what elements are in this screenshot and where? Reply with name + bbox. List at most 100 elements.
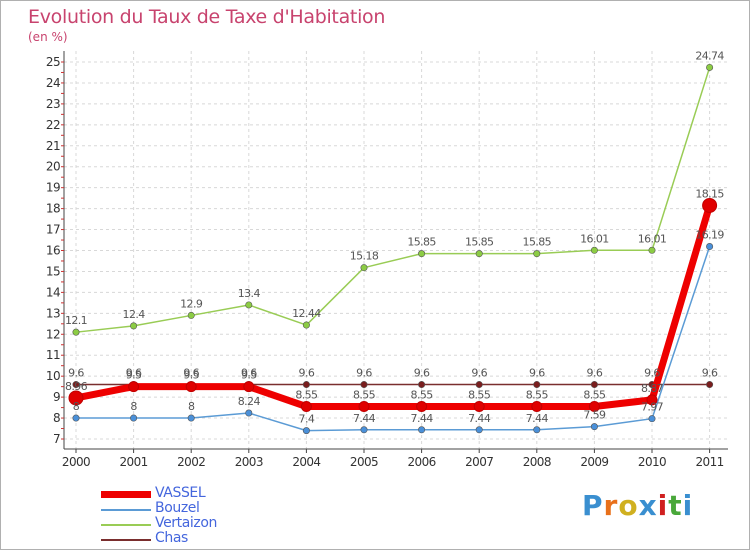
data-point-chas: [302, 381, 310, 389]
y-tick-label: 7: [53, 432, 60, 446]
data-point-vertaizon: [245, 301, 253, 309]
data-point-bouzel: [130, 414, 138, 422]
legend-label: Chas: [155, 530, 188, 546]
y-tick-label: 23: [46, 97, 60, 111]
y-tick-label: 19: [46, 181, 60, 195]
y-tick-label: 12: [46, 327, 60, 341]
y-tick-label: 10: [46, 369, 60, 383]
data-label-chas: 9.6: [183, 367, 199, 380]
data-point-bouzel: [418, 426, 426, 434]
y-tick-label: 17: [46, 223, 60, 237]
data-point-chas: [360, 381, 368, 389]
data-label-vassel: 8.55: [583, 389, 606, 402]
data-point-vertaizon: [130, 322, 138, 330]
data-label-chas: 9.6: [529, 367, 545, 380]
data-label-vassel: 8.55: [295, 389, 318, 402]
data-label-vertaizon: 15.85: [523, 236, 552, 249]
x-tick-label: 2006: [408, 455, 436, 469]
data-label-chas: 9.6: [702, 367, 718, 380]
y-tick-label: 21: [46, 139, 60, 153]
legend-swatch: [101, 539, 151, 541]
data-point-chas: [706, 381, 714, 389]
logo-letter: o: [618, 489, 639, 522]
data-point-vertaizon: [187, 311, 195, 319]
data-label-bouzel: 7.44: [353, 412, 376, 425]
data-point-vertaizon: [418, 250, 426, 258]
data-point-chas: [72, 381, 80, 389]
data-label-chas: 9.6: [126, 367, 142, 380]
data-point-bouzel: [302, 427, 310, 435]
x-tick-label: 2010: [638, 455, 666, 469]
x-tick-label: 2002: [177, 455, 205, 469]
data-label-vertaizon: 12.9: [180, 297, 203, 310]
data-point-vassel: [358, 401, 370, 413]
y-tick-label: 25: [46, 55, 60, 69]
legend-label: Bouzel: [155, 500, 200, 516]
data-label-vertaizon: 12.4: [123, 308, 146, 321]
data-label-chas: 9.6: [471, 367, 487, 380]
data-label-bouzel: 7.44: [411, 412, 434, 425]
legend-swatch: [101, 509, 151, 511]
y-tick-label: 14: [46, 285, 60, 299]
y-tick-label: 9: [53, 390, 60, 404]
data-point-bouzel: [590, 423, 598, 431]
logo-letter: P: [582, 489, 604, 522]
chart-title: Evolution du Taux de Taxe d'Habitation: [28, 6, 386, 28]
logo-letter: x: [638, 489, 658, 522]
data-label-bouzel: 7.4: [299, 413, 315, 426]
x-tick-label: 2007: [465, 455, 493, 469]
data-label-chas: 9.6: [587, 367, 603, 380]
data-point-chas: [533, 381, 541, 389]
y-tick-label: 20: [46, 160, 60, 174]
data-label-vertaizon: 12.44: [292, 307, 321, 320]
data-point-vertaizon: [475, 250, 483, 258]
legend-label: Vertaizon: [155, 515, 218, 531]
data-point-vassel: [128, 381, 140, 393]
data-point-chas: [590, 381, 598, 389]
legend-label: VASSEL: [155, 485, 206, 501]
series-line-bouzel: [75, 245, 711, 432]
data-label-vassel: 8.55: [468, 389, 491, 402]
legend-swatch: [101, 491, 151, 498]
data-label-bouzel: 8.24: [238, 395, 261, 408]
data-label-chas: 9.6: [241, 367, 257, 380]
data-label-chas: 9.6: [644, 367, 660, 380]
data-point-vertaizon: [706, 63, 714, 71]
logo-letter: t: [668, 489, 683, 522]
data-label-vassel: 18.15: [695, 187, 724, 200]
data-label-chas: 9.6: [68, 367, 84, 380]
data-point-vassel: [588, 401, 600, 413]
data-point-vassel: [646, 394, 658, 406]
y-tick-label: 13: [46, 306, 60, 320]
data-label-vertaizon: 15.85: [407, 236, 436, 249]
data-label-vertaizon: 24.74: [695, 49, 724, 62]
data-label-vassel: 8.55: [526, 389, 549, 402]
data-point-vassel: [243, 381, 255, 393]
data-point-vertaizon: [590, 246, 598, 254]
x-tick-label: 2009: [580, 455, 608, 469]
y-tick-label: 15: [46, 264, 60, 278]
x-tick-label: 2001: [120, 455, 148, 469]
series-line-vassel: [72, 201, 714, 411]
y-tick-label: 22: [46, 118, 60, 132]
data-label-bouzel: 16.19: [695, 229, 724, 242]
data-point-vassel: [702, 197, 718, 213]
data-point-vassel: [531, 401, 543, 413]
data-point-vassel: [473, 401, 485, 413]
data-label-bouzel: 7.97: [641, 401, 664, 414]
proxiti-logo: Proxiti: [582, 489, 693, 522]
y-tick-label: 24: [46, 76, 60, 90]
logo-letter: r: [603, 489, 619, 522]
data-label-chas: 9.6: [414, 367, 430, 380]
y-tick-label: 8: [53, 411, 60, 425]
data-point-bouzel: [187, 414, 195, 422]
x-tick-label: 2003: [235, 455, 263, 469]
data-label-vertaizon: 15.85: [465, 236, 494, 249]
data-label-bouzel: 8: [188, 400, 195, 413]
data-label-vassel: 9.5: [241, 369, 257, 382]
data-point-vertaizon: [533, 250, 541, 258]
data-label-vertaizon: 12.1: [65, 314, 87, 327]
data-point-bouzel: [533, 426, 541, 434]
